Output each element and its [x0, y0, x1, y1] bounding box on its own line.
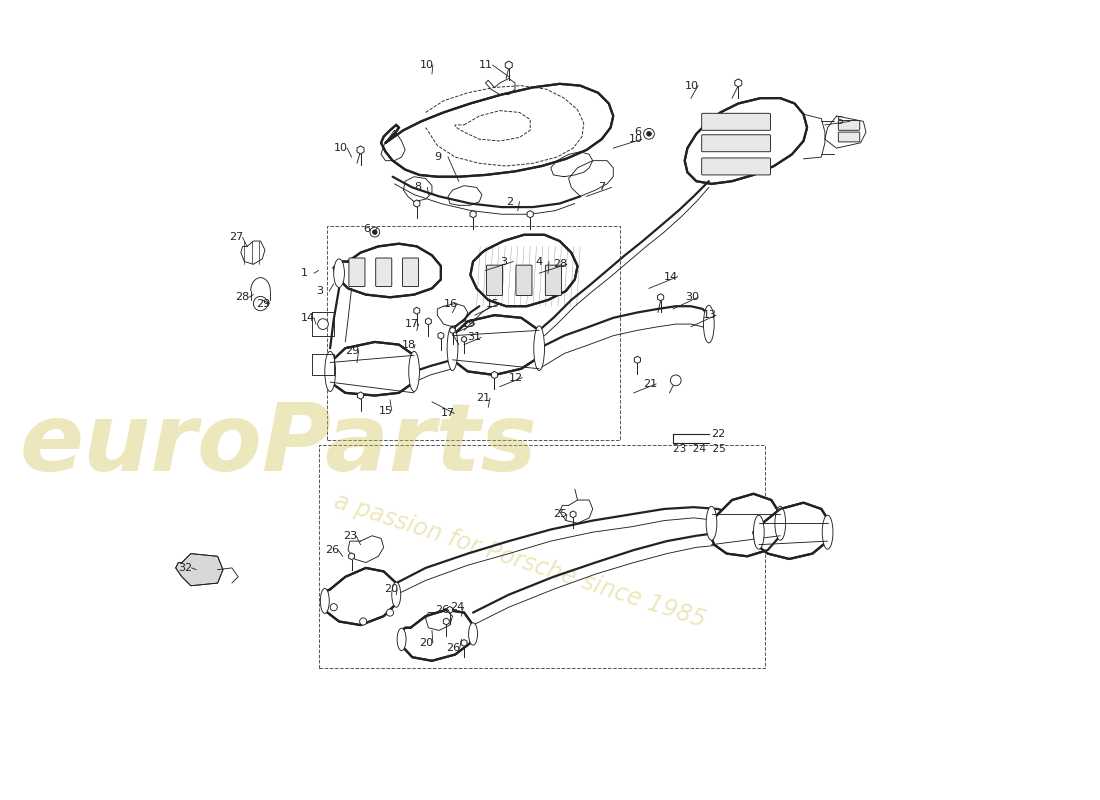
Circle shape	[670, 375, 681, 386]
Text: 29: 29	[345, 346, 360, 356]
Polygon shape	[333, 244, 441, 298]
Text: 24: 24	[450, 602, 464, 612]
Ellipse shape	[706, 506, 717, 540]
Ellipse shape	[320, 589, 329, 614]
FancyBboxPatch shape	[702, 158, 770, 175]
Ellipse shape	[324, 351, 336, 391]
Circle shape	[373, 230, 377, 234]
Text: 23  24  25: 23 24 25	[673, 444, 726, 454]
Text: 28: 28	[235, 292, 250, 302]
Polygon shape	[321, 568, 396, 625]
Text: 26: 26	[324, 545, 339, 555]
Text: 14: 14	[664, 272, 679, 282]
FancyBboxPatch shape	[702, 134, 770, 152]
Text: 29: 29	[256, 298, 271, 309]
Text: 10: 10	[684, 81, 699, 90]
Ellipse shape	[754, 515, 764, 549]
FancyBboxPatch shape	[376, 258, 392, 286]
Text: 12: 12	[509, 373, 522, 382]
Text: 4: 4	[536, 257, 542, 266]
Polygon shape	[684, 98, 807, 184]
Text: 15: 15	[378, 406, 393, 416]
Circle shape	[644, 129, 654, 139]
Text: 6: 6	[634, 127, 641, 137]
Text: 11: 11	[480, 60, 493, 70]
Text: 17: 17	[405, 319, 419, 329]
Polygon shape	[452, 315, 539, 375]
Ellipse shape	[534, 326, 544, 370]
Ellipse shape	[704, 306, 714, 343]
Polygon shape	[471, 234, 578, 306]
Text: 14: 14	[300, 313, 315, 323]
FancyBboxPatch shape	[486, 265, 503, 295]
Ellipse shape	[774, 506, 785, 540]
Text: euroParts: euroParts	[20, 398, 537, 490]
Circle shape	[253, 297, 267, 310]
Text: 1: 1	[300, 268, 308, 278]
Ellipse shape	[409, 351, 419, 391]
Circle shape	[647, 132, 651, 136]
Polygon shape	[754, 502, 830, 559]
Text: 18: 18	[402, 340, 416, 350]
Text: 20: 20	[384, 584, 398, 594]
Circle shape	[386, 609, 394, 616]
Text: 22: 22	[712, 429, 726, 439]
Text: 21: 21	[642, 379, 657, 389]
Text: 32: 32	[178, 563, 192, 573]
Text: 31: 31	[468, 333, 482, 342]
Text: 3: 3	[499, 257, 507, 266]
Text: 5: 5	[836, 116, 844, 126]
Text: 13: 13	[703, 310, 716, 320]
Text: a passion for Porsche since 1985: a passion for Porsche since 1985	[331, 489, 708, 632]
FancyBboxPatch shape	[403, 258, 419, 286]
Ellipse shape	[447, 326, 458, 370]
FancyBboxPatch shape	[349, 258, 365, 286]
Ellipse shape	[469, 623, 477, 645]
Text: 23: 23	[342, 530, 356, 541]
Text: 3: 3	[316, 286, 323, 296]
Text: 25: 25	[553, 510, 568, 519]
Ellipse shape	[822, 515, 833, 549]
FancyBboxPatch shape	[546, 265, 561, 295]
Polygon shape	[330, 342, 414, 395]
Ellipse shape	[333, 259, 344, 287]
Text: 6: 6	[363, 223, 371, 234]
Polygon shape	[708, 494, 780, 556]
Text: 20: 20	[419, 638, 433, 648]
Circle shape	[330, 604, 338, 610]
FancyBboxPatch shape	[838, 121, 860, 130]
Polygon shape	[176, 554, 223, 586]
Text: 27: 27	[229, 233, 243, 242]
Ellipse shape	[397, 628, 406, 650]
Text: 10: 10	[419, 60, 433, 70]
FancyBboxPatch shape	[838, 132, 860, 142]
FancyBboxPatch shape	[516, 265, 532, 295]
FancyBboxPatch shape	[702, 114, 770, 130]
Polygon shape	[399, 610, 473, 661]
Text: 10: 10	[333, 143, 348, 153]
Text: 30: 30	[684, 292, 699, 302]
Text: 26: 26	[434, 605, 449, 615]
Text: 8: 8	[414, 182, 421, 193]
Polygon shape	[381, 84, 614, 177]
Circle shape	[318, 318, 329, 330]
Text: 15: 15	[485, 298, 499, 309]
Text: 19: 19	[461, 319, 475, 329]
Text: 10: 10	[628, 134, 642, 144]
Text: 21: 21	[476, 394, 491, 403]
Circle shape	[370, 227, 379, 237]
Text: 7: 7	[598, 182, 605, 193]
Text: 9: 9	[434, 152, 442, 162]
Text: 28: 28	[553, 259, 568, 270]
Text: 17: 17	[441, 408, 455, 418]
Circle shape	[360, 618, 366, 625]
Ellipse shape	[392, 582, 400, 607]
Text: 26: 26	[447, 643, 461, 654]
Text: 2: 2	[506, 197, 514, 206]
Text: 16: 16	[443, 298, 458, 309]
